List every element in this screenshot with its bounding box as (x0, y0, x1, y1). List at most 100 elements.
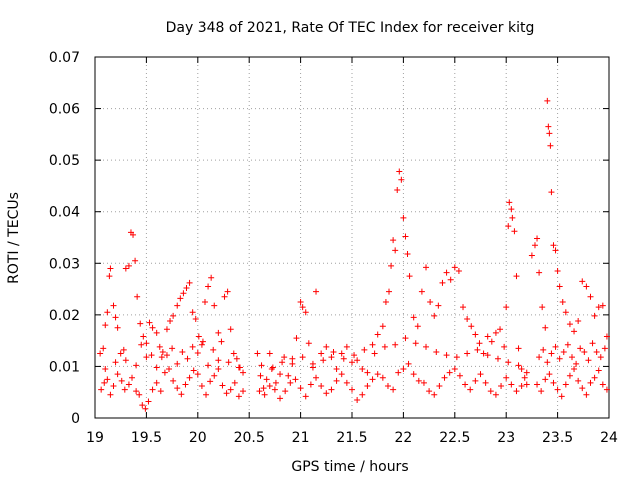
data-point-marker (163, 326, 170, 333)
data-point-marker (381, 343, 388, 350)
data-point-marker (523, 381, 530, 388)
data-point-marker (455, 268, 462, 275)
data-point-marker (138, 341, 145, 348)
data-point-marker (143, 354, 150, 361)
grid-layer (95, 57, 609, 418)
data-point-marker (550, 379, 557, 386)
x-tick-label: 24 (600, 430, 618, 446)
data-point-marker (548, 189, 555, 196)
data-point-marker (534, 381, 541, 388)
data-point-marker (182, 381, 189, 388)
data-point-marker (390, 386, 397, 393)
data-point-marker (404, 251, 411, 258)
data-point-marker (293, 335, 300, 342)
data-point-marker (219, 382, 226, 389)
data-point-marker (97, 350, 104, 357)
data-point-marker (104, 376, 111, 383)
data-point-marker (142, 405, 149, 412)
data-point-marker (398, 176, 405, 183)
data-point-marker (153, 379, 160, 386)
data-point-marker (556, 283, 563, 290)
data-point-marker (601, 345, 608, 352)
data-point-marker (333, 366, 340, 373)
data-point-marker (186, 374, 193, 381)
data-point-marker (307, 381, 314, 388)
data-point-marker (591, 312, 598, 319)
data-point-marker (227, 386, 234, 393)
data-point-marker (261, 391, 268, 398)
data-point-marker (548, 350, 555, 357)
data-point-marker (218, 338, 225, 345)
data-point-marker (235, 393, 242, 400)
data-point-marker (443, 352, 450, 359)
data-point-marker (410, 314, 417, 321)
data-point-marker (117, 350, 124, 357)
data-point-marker (170, 377, 177, 384)
data-point-marker (498, 383, 505, 390)
data-point-marker (146, 319, 153, 326)
data-point-marker (361, 346, 368, 353)
data-point-marker (201, 298, 208, 305)
data-point-marker (453, 354, 460, 361)
data-point-marker (523, 369, 530, 376)
chart-title: Day 348 of 2021, Rate Of TEC Index for r… (166, 20, 535, 36)
data-point-marker (542, 324, 549, 331)
data-point-marker (579, 278, 586, 285)
data-point-marker (107, 391, 114, 398)
data-point-marker (174, 385, 181, 392)
data-point-marker (199, 338, 206, 345)
data-point-marker (579, 385, 586, 392)
data-point-marker (223, 390, 230, 397)
data-point-marker (328, 386, 335, 393)
data-point-marker (515, 345, 522, 352)
data-point-marker (566, 372, 573, 379)
data-point-marker (566, 321, 573, 328)
data-point-marker (480, 350, 487, 357)
data-point-marker (354, 396, 361, 403)
data-point-marker (230, 350, 237, 357)
y-tick-label: 0.05 (49, 153, 80, 169)
data-point-marker (562, 309, 569, 316)
data-point-marker (190, 367, 197, 374)
data-point-marker (426, 388, 433, 395)
data-point-marker (287, 379, 294, 386)
data-point-marker (511, 228, 518, 235)
data-point-marker (122, 265, 129, 272)
data-point-marker (266, 350, 273, 357)
y-tick-label: 0.01 (49, 359, 80, 375)
data-point-marker (552, 247, 559, 254)
y-axis-label: ROTI / TECUs (6, 192, 22, 284)
data-point-marker (595, 304, 602, 311)
data-point-marker (374, 331, 381, 338)
data-point-marker (472, 331, 479, 338)
data-point-marker (581, 348, 588, 355)
data-point-marker (163, 352, 170, 359)
data-point-marker (330, 348, 337, 355)
data-point-marker (349, 359, 355, 366)
data-point-marker (544, 97, 551, 104)
data-point-marker (474, 346, 481, 353)
data-point-marker (456, 372, 463, 379)
data-point-marker (484, 352, 491, 359)
data-point-marker (282, 388, 289, 395)
data-point-marker (583, 283, 590, 290)
plot-border (94, 56, 610, 419)
data-point-marker (540, 346, 547, 353)
data-point-marker (550, 242, 557, 249)
data-point-marker (189, 343, 196, 350)
axis-layer: 19 19.5 20 20.5 21 21.5 22 22.5 23 23.5 24 0 0.01 0.0… (49, 50, 618, 446)
data-point-marker (235, 364, 242, 371)
data-point-marker (198, 341, 205, 348)
data-point-marker (195, 333, 202, 340)
data-point-marker (180, 290, 187, 297)
data-point-marker (542, 376, 549, 383)
data-point-marker (340, 355, 347, 362)
data-point-marker (156, 343, 163, 350)
data-point-marker (136, 391, 143, 398)
data-point-marker (369, 341, 376, 348)
data-point-marker (603, 386, 610, 393)
data-point-marker (597, 354, 604, 361)
data-point-marker (309, 360, 316, 367)
data-point-marker (153, 329, 160, 336)
